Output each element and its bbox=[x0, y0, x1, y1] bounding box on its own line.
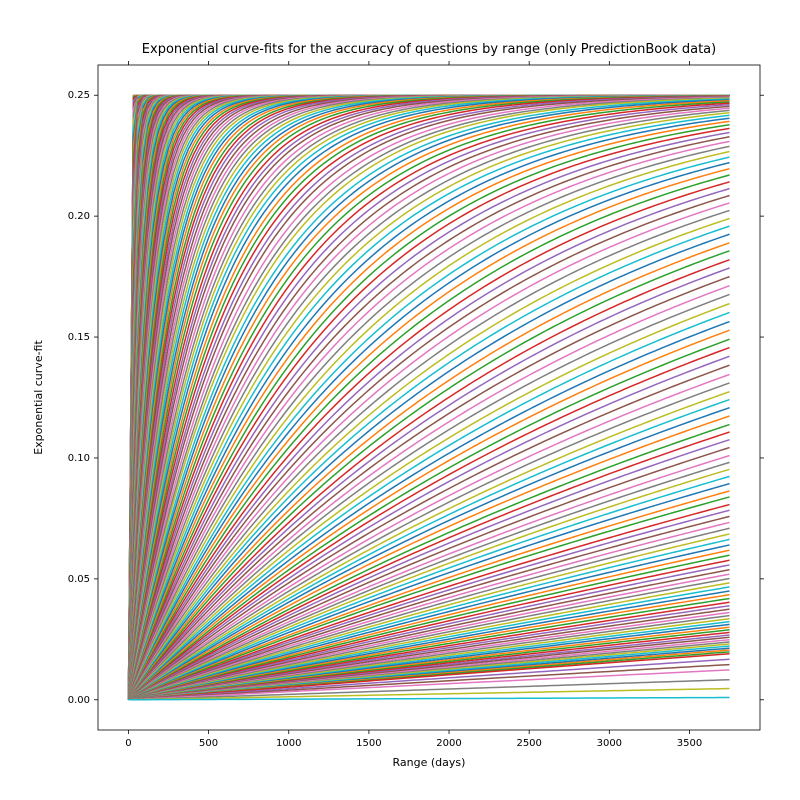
exponential-curves-chart: 0 500 1000 1500 2000 2500 3000 3500 0.00 0.05 0.1… bbox=[0, 0, 800, 800]
y-tick-label: 0.10 bbox=[68, 453, 90, 464]
y-tick-label: 0.00 bbox=[68, 695, 90, 706]
chart-background bbox=[0, 0, 800, 800]
chart-title: Exponential curve-fits for the accuracy … bbox=[142, 42, 716, 57]
y-axis-label: Exponential curve-fit bbox=[32, 340, 45, 455]
x-tick-label: 500 bbox=[199, 738, 218, 749]
y-tick-label: 0.25 bbox=[68, 90, 90, 101]
x-tick-label: 1500 bbox=[356, 738, 381, 749]
x-tick-label: 3000 bbox=[597, 738, 622, 749]
x-tick-label: 1000 bbox=[276, 738, 301, 749]
x-axis-label: Range (days) bbox=[393, 756, 466, 769]
y-tick-label: 0.20 bbox=[68, 211, 90, 222]
x-tick-label: 0 bbox=[125, 738, 131, 749]
x-tick-label: 2500 bbox=[516, 738, 541, 749]
x-tick-label: 3500 bbox=[677, 738, 702, 749]
x-tick-label: 2000 bbox=[436, 738, 461, 749]
y-tick-label: 0.05 bbox=[68, 574, 90, 585]
y-tick-label: 0.15 bbox=[68, 332, 90, 343]
